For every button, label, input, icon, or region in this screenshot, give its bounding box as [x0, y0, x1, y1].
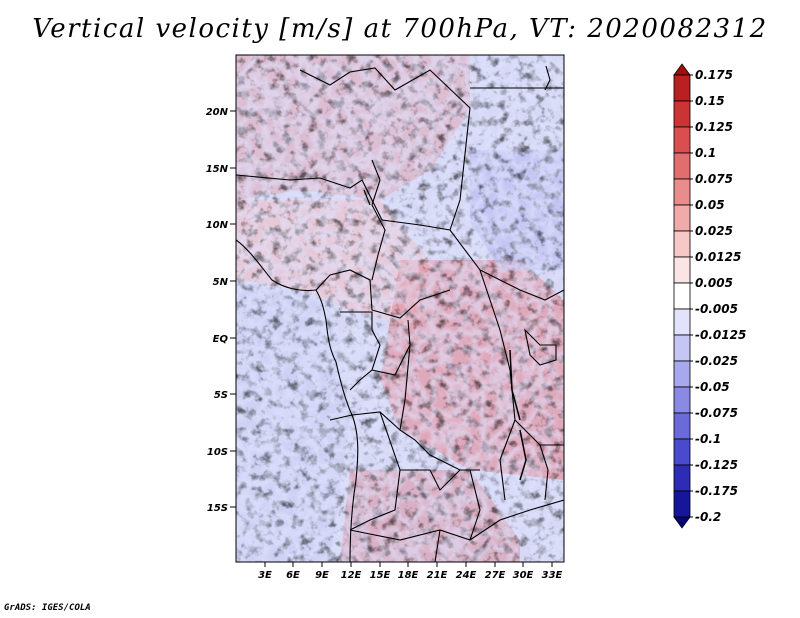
lon-label: 6E	[286, 570, 300, 581]
lon-label: 9E	[315, 570, 329, 581]
lat-label: 15S	[207, 503, 228, 514]
colorbar-swatch	[673, 308, 691, 336]
colorbar-label: 0.025	[695, 224, 733, 238]
lon-label: 33E	[542, 570, 563, 581]
colorbar-swatch	[673, 412, 691, 440]
credit-text: GrADS: IGES/COLA	[4, 603, 91, 613]
country-borders	[236, 65, 564, 562]
lat-label: 15N	[206, 164, 229, 175]
colorbar-label: -0.005	[695, 302, 738, 316]
colorbar-swatch	[673, 178, 691, 206]
colorbar-swatch	[673, 282, 691, 310]
lon-label: 27E	[485, 570, 506, 581]
lon-label: 12E	[341, 570, 362, 581]
colorbar-label: 0.0125	[695, 250, 741, 264]
colorbar-label: -0.1	[695, 432, 721, 446]
colorbar-swatch	[673, 386, 691, 414]
map-frame	[235, 54, 565, 563]
lon-label: 3E	[258, 570, 272, 581]
colorbar-label: -0.175	[695, 484, 738, 498]
colorbar-label: -0.2	[695, 510, 721, 524]
lon-label: 21E	[427, 570, 448, 581]
colorbar-swatch	[673, 74, 691, 102]
lat-label: 20N	[206, 107, 229, 118]
longitude-axis	[264, 562, 553, 567]
colorbar-label: 0.05	[695, 198, 725, 212]
lat-label: EQ	[213, 334, 229, 345]
colorbar-label: 0.1	[695, 146, 716, 160]
colorbar-label: -0.125	[695, 458, 738, 472]
lat-label: 5N	[213, 277, 229, 288]
colorbar-label: 0.175	[695, 68, 733, 82]
colorbar-swatch	[673, 230, 691, 258]
colorbar-label: 0.005	[695, 276, 733, 290]
colorbar-swatch	[673, 360, 691, 388]
colorbar-swatch	[673, 204, 691, 232]
lon-label: 15E	[370, 570, 391, 581]
colorbar-swatch	[673, 256, 691, 284]
colorbar-swatch	[673, 516, 691, 529]
lon-label: 18E	[398, 570, 419, 581]
colorbar-swatch	[673, 152, 691, 180]
colorbar-swatch	[673, 63, 691, 76]
colorbar-label: -0.05	[695, 380, 730, 394]
colorbar-swatch	[673, 464, 691, 492]
colorbar-label: 0.075	[695, 172, 733, 186]
lat-label: 10N	[206, 220, 229, 231]
colorbar-label: 0.125	[695, 120, 733, 134]
colorbar-label: 0.15	[695, 94, 725, 108]
colorbar-swatch	[673, 490, 691, 518]
lat-label: 5S	[214, 390, 228, 401]
map-title: Vertical velocity [m/s] at 700hPa, VT: 2…	[32, 14, 768, 44]
lon-label: 24E	[456, 570, 477, 581]
colorbar: 0.175 0.15 0.125 0.1 0.075 0.05 0.025 0.0125 0.0…	[673, 63, 746, 529]
latitude-axis	[230, 110, 236, 508]
colorbar-swatch	[673, 126, 691, 154]
colorbar-label: -0.0125	[695, 328, 746, 342]
colorbar-swatch	[673, 100, 691, 128]
lon-label: 30E	[513, 570, 534, 581]
colorbar-swatch	[673, 438, 691, 466]
colorbar-label: -0.025	[695, 354, 738, 368]
velocity-field	[236, 55, 564, 562]
lat-label: 10S	[207, 447, 228, 458]
colorbar-label: -0.075	[695, 406, 738, 420]
colorbar-swatch	[673, 334, 691, 362]
